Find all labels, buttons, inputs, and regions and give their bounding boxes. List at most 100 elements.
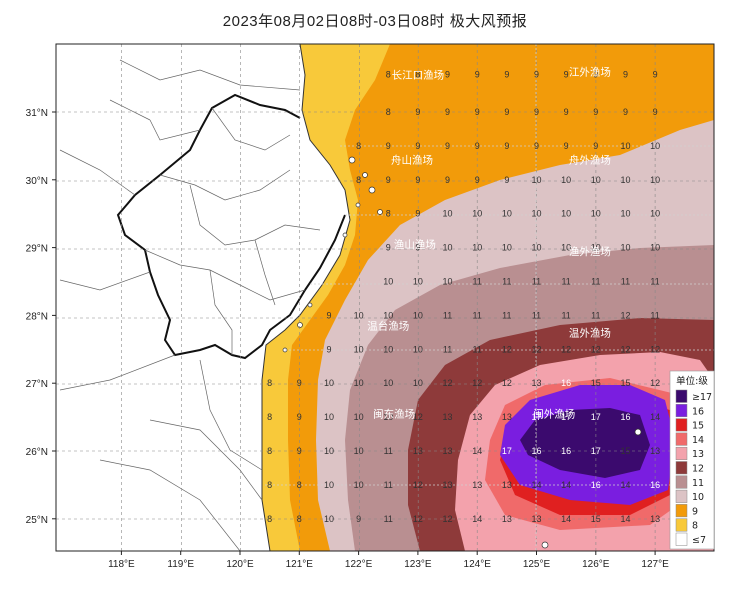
lon-tick-label: 120°E [226, 559, 254, 570]
grid-value: 9 [564, 70, 569, 80]
grid-value: 12 [413, 480, 423, 490]
grid-value: 12 [443, 514, 453, 524]
grid-value: 9 [386, 243, 391, 253]
grid-value: 13 [650, 514, 660, 524]
grid-value: 9 [653, 107, 658, 117]
grid-value: 9 [297, 412, 302, 422]
legend: 单位:级 ≥17 16 15 14 13 12 11 10 9 8 ≤7 [669, 370, 715, 550]
grid-value: 10 [591, 209, 601, 219]
grid-value: 15 [620, 378, 630, 388]
grid-value: 8 [386, 70, 391, 80]
grid-value: 10 [383, 378, 393, 388]
fishing-ground-label: 舟山渔场 [391, 153, 433, 166]
grid-value: 9 [475, 107, 480, 117]
grid-value: 10 [443, 277, 453, 287]
legend-swatch [675, 518, 688, 532]
grid-value: 9 [475, 70, 480, 80]
grid-value: 10 [324, 412, 334, 422]
grid-value: 8 [386, 107, 391, 117]
grid-value: 13 [531, 514, 541, 524]
grid-value: 17 [591, 446, 601, 456]
legend-label: 13 [692, 449, 704, 460]
grid-value: 9 [386, 175, 391, 185]
lon-tick-label: 124°E [464, 559, 492, 570]
province-boundary [116, 93, 346, 360]
grid-value: 11 [473, 277, 482, 287]
grid-value: 11 [561, 310, 570, 320]
grid-value: 12 [502, 378, 512, 388]
grid-value: 10 [324, 378, 334, 388]
legend-swatch [675, 404, 688, 418]
lat-tick-label: 31°N [26, 108, 48, 119]
lon-tick-label: 127°E [641, 559, 669, 570]
grid-value: 14 [472, 514, 482, 524]
grid-value: 9 [593, 70, 598, 80]
grid-value: 10 [561, 243, 571, 253]
grid-value: 10 [472, 243, 482, 253]
grid-value: 15 [620, 446, 630, 456]
grid-value: 10 [502, 243, 512, 253]
grid-value: 9 [504, 70, 509, 80]
grid-value: 13 [472, 412, 482, 422]
fishing-ground-label: 闽东渔场 [373, 408, 415, 421]
grid-value: 10 [383, 277, 393, 287]
grid-value: 8 [267, 514, 272, 524]
grid-value: 13 [531, 378, 541, 388]
legend-label: 15 [692, 421, 704, 432]
grid-value: 13 [502, 412, 512, 422]
grid-value: 10 [620, 141, 630, 151]
lon-tick-label: 122°E [345, 559, 373, 570]
legend-swatch [675, 532, 688, 546]
grid-value: 10 [324, 446, 334, 456]
grid-value: 11 [650, 310, 659, 320]
grid-value: 11 [473, 310, 482, 320]
legend-label: 10 [692, 492, 704, 503]
grid-value: 13 [443, 446, 453, 456]
grid-value: 11 [561, 277, 570, 287]
legend-label: 11 [692, 478, 704, 489]
grid-value: 8 [267, 412, 272, 422]
grid-value: 12 [591, 344, 601, 354]
grid-value: 14 [650, 412, 660, 422]
grid-value: 12 [502, 344, 512, 354]
grid-value: 13 [443, 480, 453, 490]
grid-value: 16 [561, 446, 571, 456]
grid-value: 10 [591, 243, 601, 253]
grid-value: 10 [620, 243, 630, 253]
grid-value: 8 [267, 378, 272, 388]
grid-value: 15 [591, 514, 601, 524]
legend-swatch [675, 475, 688, 489]
grid-value: 14 [620, 480, 630, 490]
legend-label: 12 [692, 464, 704, 475]
grid-value: 10 [354, 310, 364, 320]
grid-value: 11 [384, 480, 393, 490]
grid-value: 13 [443, 412, 453, 422]
grid-value: 16 [561, 378, 571, 388]
fishing-ground-label: 江外渔场 [569, 65, 611, 78]
grid-value: 10 [591, 175, 601, 185]
legend-swatch [675, 432, 688, 446]
grid-value: 11 [443, 310, 452, 320]
grid-value: 9 [534, 70, 539, 80]
grid-value: 9 [593, 141, 598, 151]
lon-tick-label: 118°E [108, 559, 135, 570]
grid-value: 9 [653, 70, 658, 80]
grid-value: 12 [561, 344, 571, 354]
grid-value: 11 [502, 277, 511, 287]
grid-value: 11 [532, 310, 541, 320]
grid-value: 8 [297, 514, 302, 524]
grid-value: 8 [267, 480, 272, 490]
grid-value: 9 [415, 141, 420, 151]
grid-value: 11 [591, 310, 600, 320]
grid-value: 15 [591, 378, 601, 388]
grid-value: 10 [413, 344, 423, 354]
lon-tick-label: 121°E [286, 559, 314, 570]
grid-value: 8 [386, 209, 391, 219]
grid-value: 14 [472, 446, 482, 456]
longitude-axis: 118°E 119°E 120°E 121°E 122°E 123°E 124°E 125°E… [108, 551, 669, 570]
legend-swatch [675, 489, 688, 503]
grid-value: 10 [531, 209, 541, 219]
grid-value: 10 [561, 175, 571, 185]
grid-value: 9 [475, 141, 480, 151]
